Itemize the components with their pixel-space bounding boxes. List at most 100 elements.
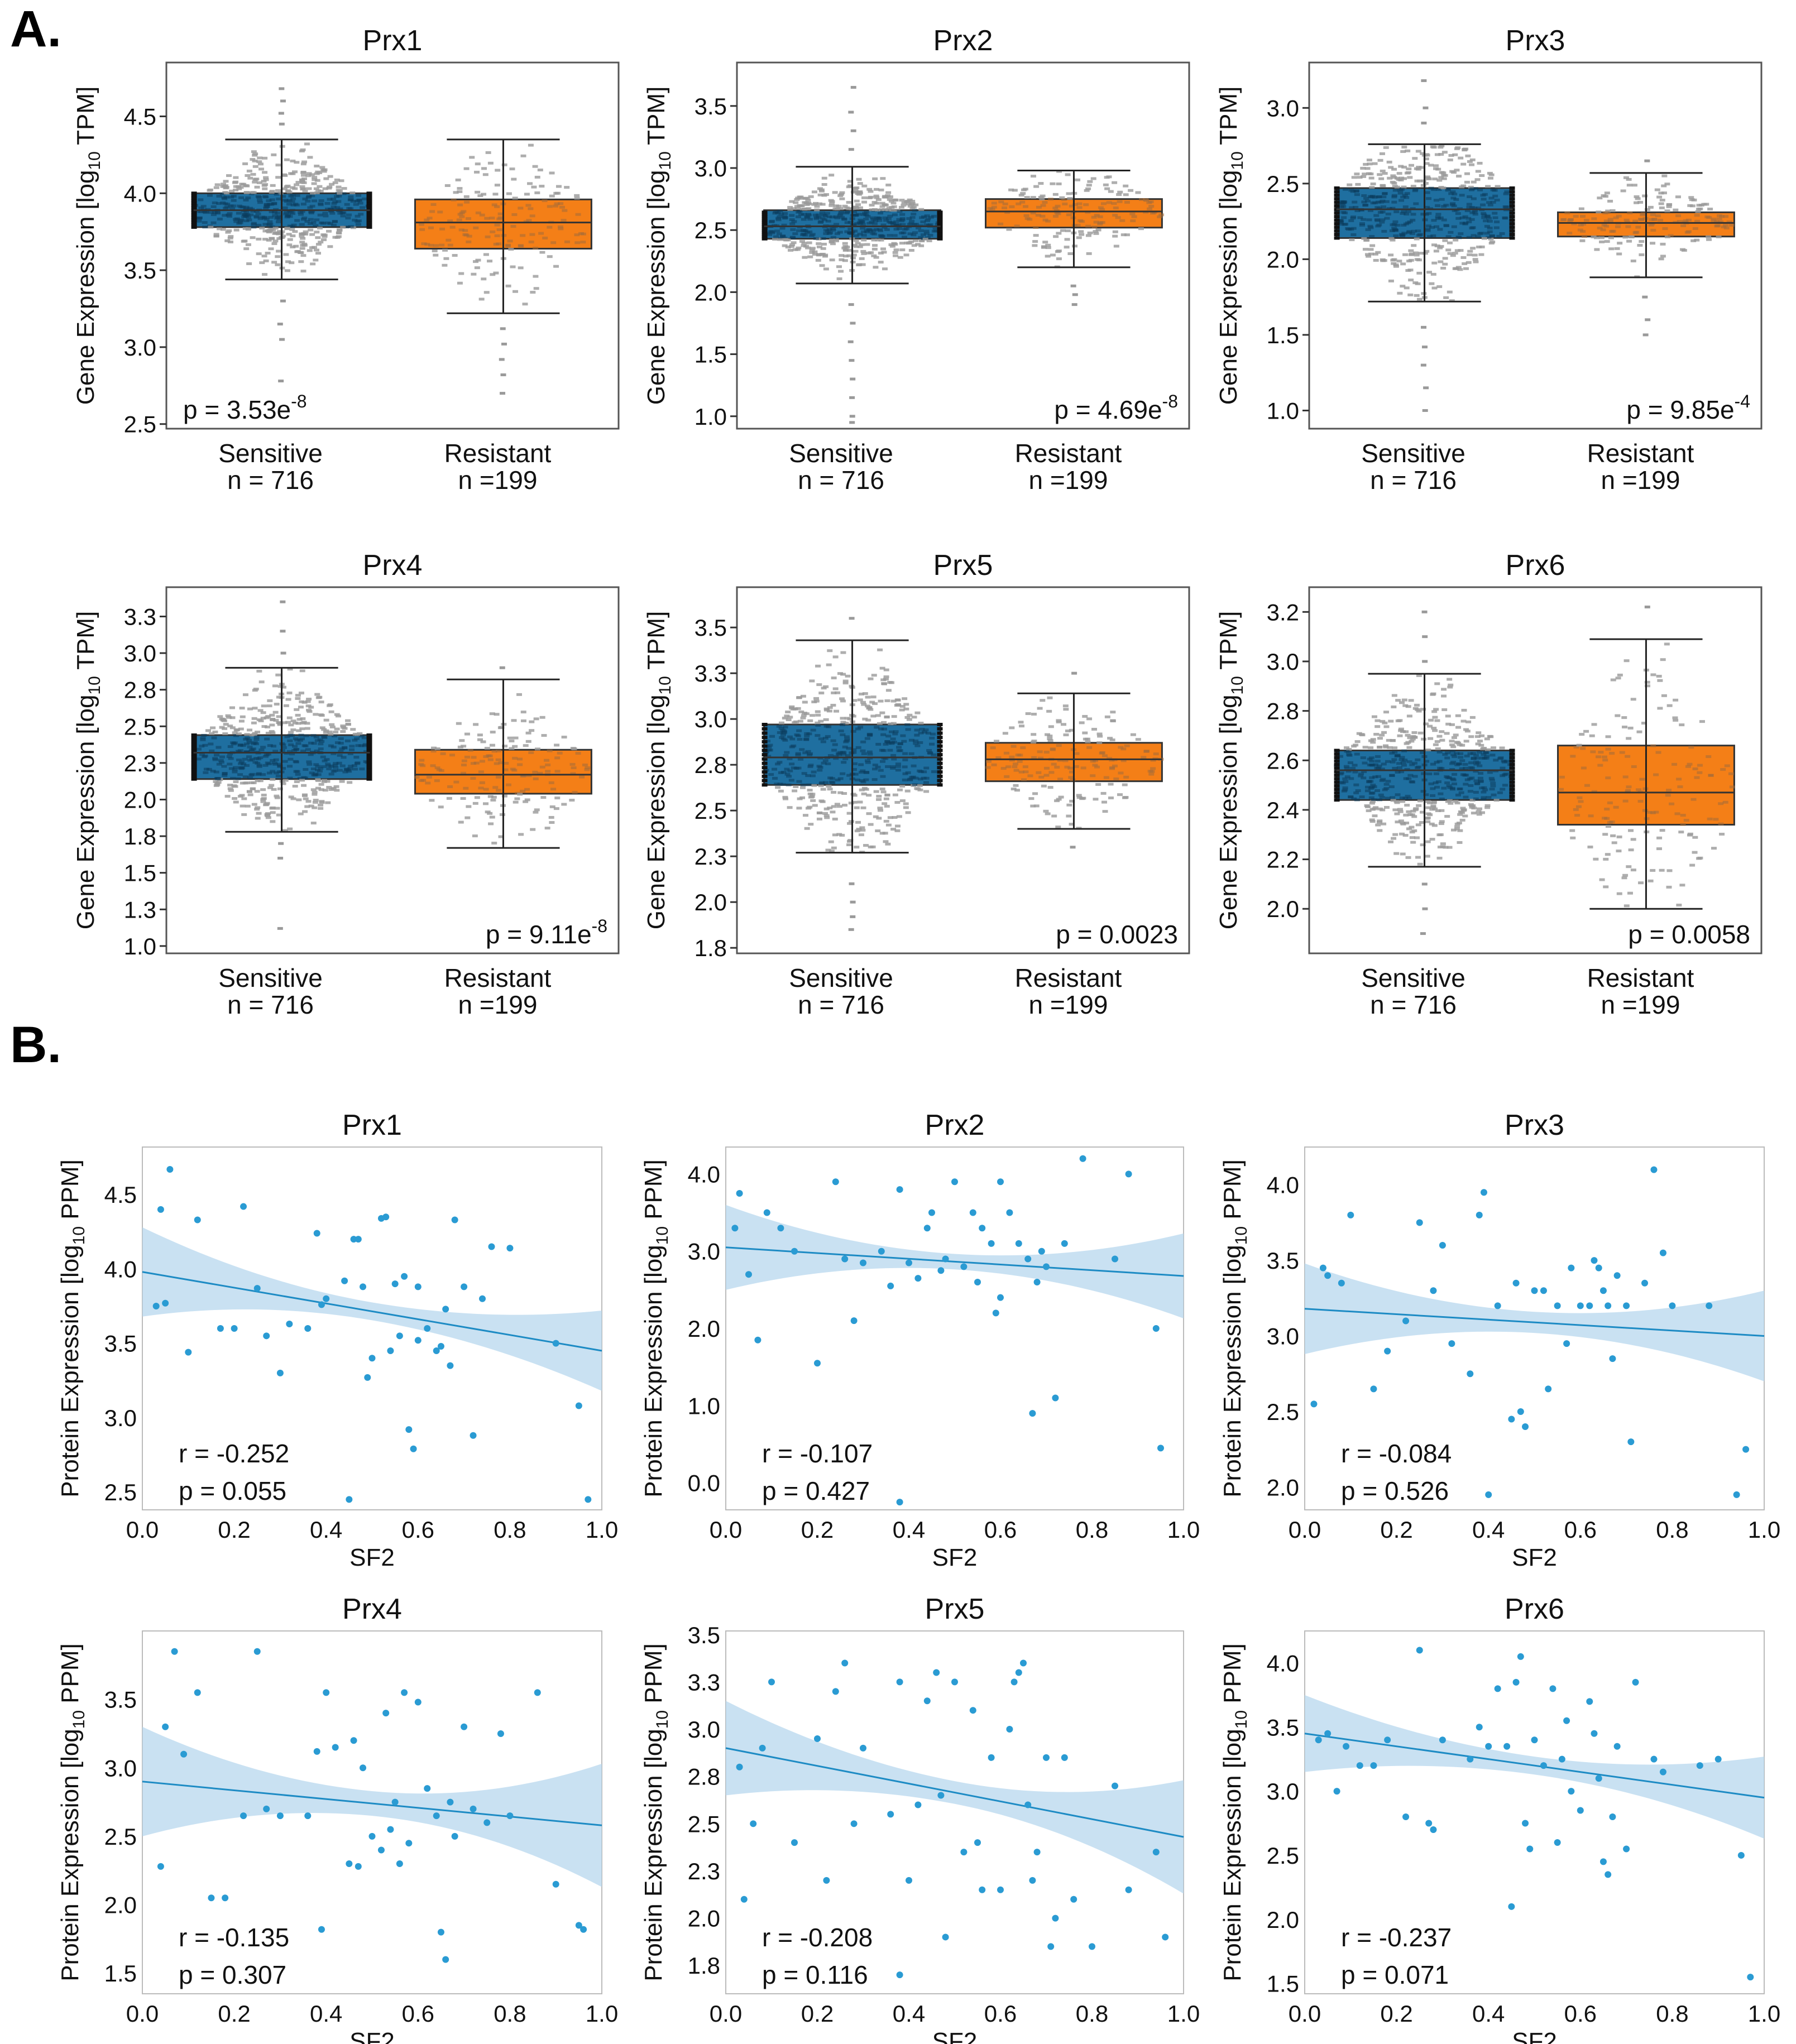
jitter-point [1639,778,1645,781]
jitter-point [821,687,827,690]
scatter-point [208,1894,215,1902]
jitter-point [466,805,472,808]
jitter-point [520,154,526,157]
jitter-point [355,214,361,218]
jitter-point [1481,753,1487,756]
jitter-point [275,263,281,266]
jitter-point [1443,296,1449,299]
jitter-point [1362,248,1368,251]
jitter-point [1056,249,1062,253]
jitter-point [1398,727,1404,731]
category-label: Resistant [1587,439,1694,468]
jitter-point [1701,203,1707,206]
jitter-point [1704,215,1711,219]
jitter-point [818,784,824,788]
jitter-point [1399,758,1405,761]
jitter-point [1390,180,1396,184]
jitter-point [505,783,511,786]
jitter-point [262,183,269,186]
jitter-point [896,746,902,749]
jitter-point [332,200,338,204]
jitter-point [1627,211,1633,214]
jitter-point [1653,810,1659,814]
jitter-point [1397,810,1404,813]
jitter-point [1456,236,1462,239]
jitter-point [1056,257,1062,261]
jitter-point [261,793,267,797]
jitter-point [1673,208,1679,212]
y-tick-label: 2.8 [695,752,727,778]
jitter-point [525,731,531,735]
jitter-point [1685,765,1691,768]
scatter-point [1020,1659,1027,1667]
jitter-point [518,207,524,210]
jitter-point [917,741,923,744]
jitter-point [1386,160,1392,164]
scatter-point [951,1678,958,1686]
jitter-point [1496,234,1502,238]
jitter-point [1713,220,1720,223]
jitter-point [292,230,298,233]
jitter-point [1410,218,1416,222]
jitter-point [783,754,789,757]
scatter-point [323,1295,330,1302]
jitter-point [1605,853,1611,856]
jitter-point [334,789,340,792]
jitter-point [299,223,305,226]
jitter-point [874,726,880,729]
jitter-point [479,781,485,784]
jitter-point [1616,252,1622,256]
jitter-point [1369,800,1376,803]
jitter-point [1402,704,1409,707]
jitter-point [1372,162,1378,165]
scatter-point [1554,1302,1561,1309]
jitter-point [1600,228,1606,232]
y-tick-label: 3.5 [124,257,156,284]
jitter-point [1479,811,1486,814]
jitter-point [1010,745,1017,748]
jitter-point [1454,802,1460,805]
x-tick-label: 0.8 [494,2000,526,2027]
box-edge-marker [191,740,197,743]
scatter-point [1563,1340,1570,1347]
jitter-point [1382,172,1388,175]
outlier-point [847,340,854,343]
jitter-point [237,795,243,798]
jitter-point [494,713,500,716]
jitter-point [287,668,293,671]
outlier-point [848,303,854,306]
jitter-point [1417,799,1423,803]
jitter-point [882,225,888,229]
jitter-point [258,680,265,684]
jitter-point [1057,778,1064,781]
jitter-point [1122,796,1128,799]
jitter-point [1411,229,1417,233]
jitter-point [1107,757,1113,760]
box-edge-marker [1334,190,1340,194]
jitter-point [808,823,814,826]
scatter-point [1568,1788,1575,1795]
jitter-point [1399,701,1405,704]
jitter-point [262,171,268,174]
jitter-point [874,196,880,199]
jitter-point [1426,801,1433,804]
jitter-point [1424,855,1430,858]
jitter-point [821,242,827,246]
jitter-point [1577,796,1583,799]
jitter-point [778,789,784,793]
jitter-point [290,719,296,723]
scatter-point [1047,1943,1055,1950]
jitter-point [473,723,479,726]
jitter-point [549,171,555,175]
y-axis-label-text: Protein Expression [log10 PPM] [1219,1159,1251,1498]
jitter-point [444,184,451,187]
jitter-point [1440,842,1446,846]
jitter-point [339,764,346,767]
jitter-point [841,218,847,221]
jitter-point [872,244,878,247]
jitter-point [1409,780,1415,784]
jitter-point [1122,783,1128,786]
jitter-point [779,227,786,230]
